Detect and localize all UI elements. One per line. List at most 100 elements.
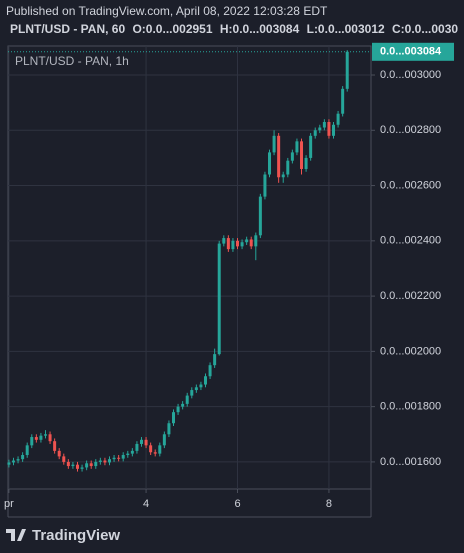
candle-body	[103, 460, 107, 463]
candle-body	[94, 461, 98, 467]
y-tick-label: 0.0...002000	[380, 345, 441, 357]
candle-body	[158, 445, 162, 454]
y-tick-label: 0.0...001600	[380, 456, 441, 468]
candle-body	[341, 88, 345, 114]
candle-body	[135, 443, 139, 451]
candle-body	[332, 124, 336, 136]
candle-body	[268, 152, 272, 175]
candle-body	[98, 460, 102, 462]
candle-body	[318, 127, 322, 131]
candle-body	[213, 354, 217, 366]
candle-body	[121, 455, 125, 459]
y-tick-label: 0.0...002400	[380, 235, 441, 247]
candle-body	[240, 242, 244, 247]
candle-body	[34, 437, 38, 440]
candle-body	[300, 141, 304, 169]
candle-body	[30, 437, 34, 446]
candle-body	[327, 121, 331, 136]
candle-body	[7, 462, 11, 465]
x-tick-label: 4	[143, 498, 149, 510]
y-tick-label: 0.0...001800	[380, 401, 441, 413]
symbol: PLNT/USD - PAN, 60	[10, 22, 125, 36]
candle-body	[149, 445, 153, 453]
candle-body	[167, 423, 171, 435]
candle-body	[281, 174, 285, 178]
candle-body	[75, 464, 79, 469]
x-tick-label: pr	[4, 498, 14, 510]
candle-body	[290, 152, 294, 161]
candle-body	[39, 435, 43, 440]
legend: PLNT/USD - PAN, 1h	[15, 54, 129, 68]
candle-body	[185, 395, 189, 404]
candle-body	[89, 463, 93, 467]
plot-area	[7, 45, 372, 490]
candle-body	[190, 390, 194, 396]
candle-body	[57, 450, 61, 457]
candle-body	[16, 459, 20, 461]
y-tick-label: 0.0...002800	[380, 124, 441, 136]
candle-body	[107, 459, 111, 463]
candle-body	[80, 467, 84, 469]
candle-body	[181, 403, 185, 407]
last-price-box	[372, 42, 454, 61]
ohlc-close: C:0.0...0030	[392, 22, 458, 36]
footer-brand: TradingView	[32, 527, 120, 544]
header-line: PLNT/USD - PAN, 60 O:0.0...002951 H:0.0.…	[10, 22, 458, 36]
candle-body	[263, 174, 267, 197]
candle-body	[21, 455, 25, 460]
candle-body	[112, 457, 116, 460]
candle-body	[130, 450, 134, 454]
last-price-label: 0.0...003084	[380, 46, 442, 58]
candle-body	[217, 243, 221, 355]
candle-body	[153, 452, 157, 454]
logo: TradingView	[6, 527, 120, 544]
candle-body	[204, 376, 208, 385]
candle-body	[126, 453, 130, 456]
ohlc-open: O:0.0...002951	[132, 22, 212, 36]
candle-body	[272, 135, 276, 153]
x-tick-label: 8	[326, 498, 332, 510]
x-tick-label: 6	[234, 498, 240, 510]
candles	[7, 50, 349, 472]
candle-body	[322, 121, 326, 128]
candle-body	[295, 141, 299, 153]
candle-body	[304, 157, 308, 169]
y-tick-label: 0.0...003000	[380, 69, 441, 81]
candle-body	[48, 434, 52, 442]
candle-body	[277, 135, 281, 178]
candle-body	[194, 387, 198, 391]
candle-body	[171, 412, 175, 424]
candle-body	[231, 240, 235, 250]
candle-body	[162, 434, 166, 446]
candle-body	[258, 196, 262, 236]
candle-body	[249, 239, 253, 247]
candle-body	[336, 113, 340, 125]
candle-body	[25, 445, 29, 456]
candle-body	[53, 441, 57, 451]
candle-body	[309, 135, 313, 158]
candle-body	[62, 456, 66, 462]
y-tick-label: 0.0...002200	[380, 290, 441, 302]
grid	[8, 46, 371, 489]
candle-body	[71, 464, 75, 467]
candle-body	[176, 406, 180, 413]
candle-body	[144, 439, 148, 446]
published: Published on TradingView.com, April 08, …	[6, 4, 328, 18]
candle-body	[313, 130, 317, 136]
candle-body	[286, 160, 290, 175]
candle-body	[345, 51, 349, 89]
candle-body	[226, 238, 230, 250]
logo-icon	[6, 529, 26, 541]
candle-body	[199, 384, 203, 388]
candle-body	[85, 463, 89, 468]
candle-body	[254, 235, 258, 247]
candle-body	[208, 365, 212, 377]
candle-body	[139, 439, 143, 444]
candle-body	[236, 240, 240, 247]
candle-body	[66, 461, 70, 467]
candle-body	[222, 238, 226, 244]
ohlc-high: H:0.0...003084	[220, 22, 300, 36]
ohlc-low: L:0.0...003012	[307, 22, 385, 36]
